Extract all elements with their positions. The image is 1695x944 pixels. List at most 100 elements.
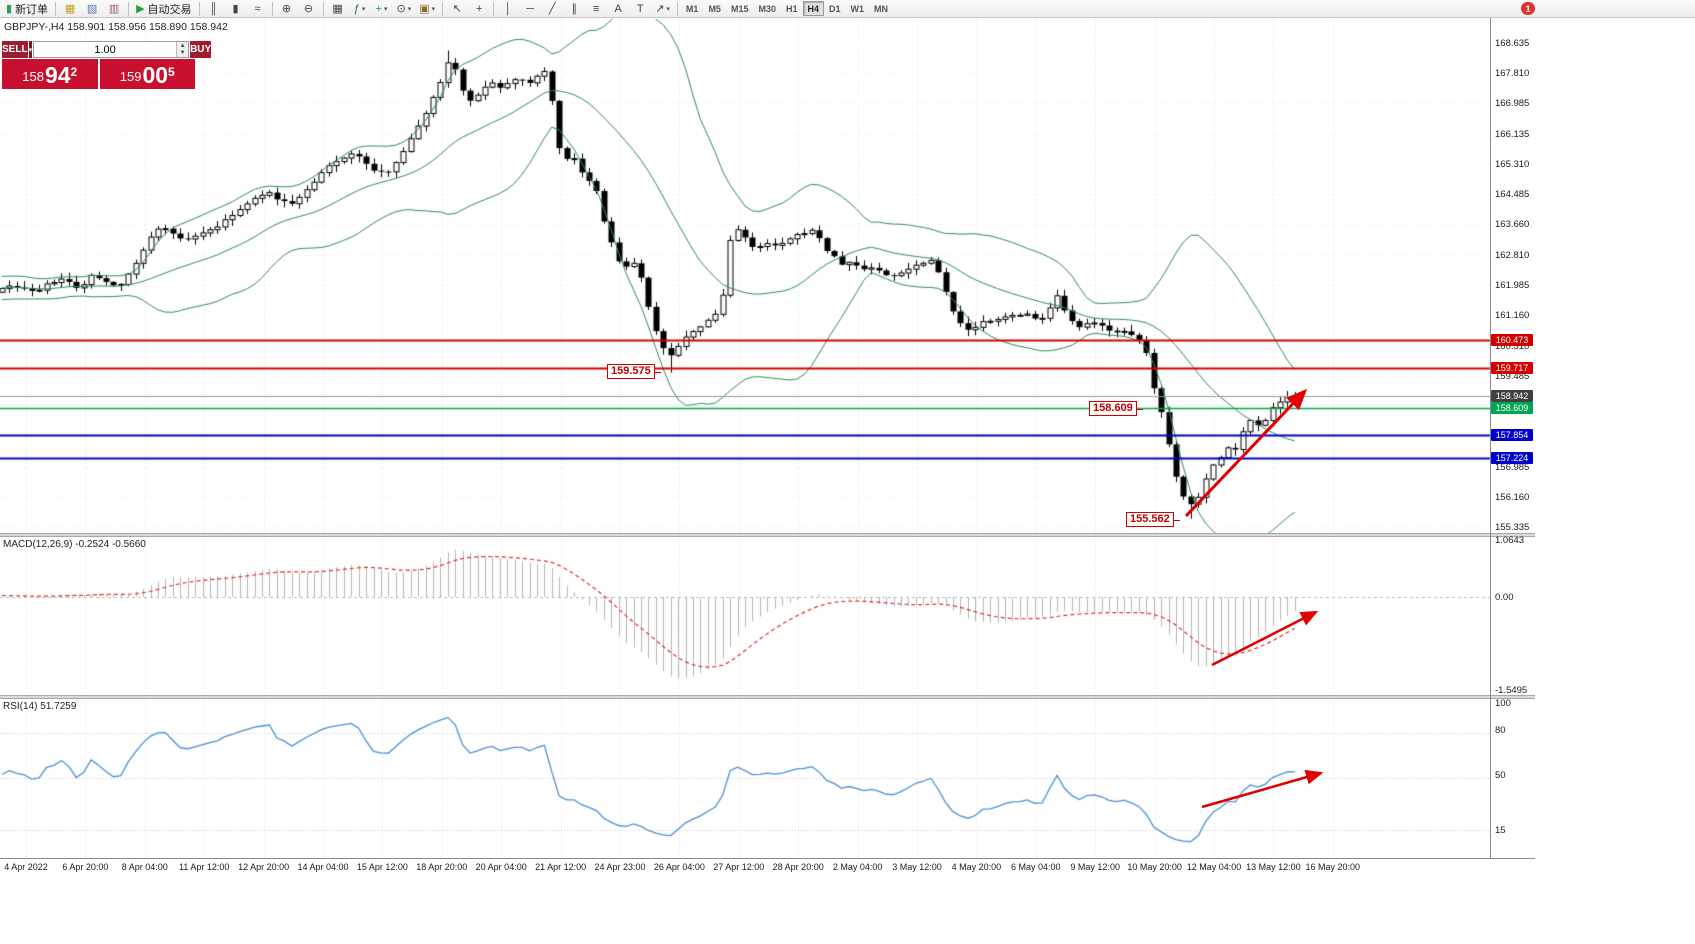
sell-price-display[interactable]: 158 94 2 xyxy=(2,59,98,89)
time-axis-label: 16 May 20:00 xyxy=(1305,862,1361,872)
time-axis[interactable]: 4 Apr 2022 6 Apr 20:00 8 Apr 04:00 11 Apr 1… xyxy=(0,858,1535,876)
timeframe-D1[interactable]: D1 xyxy=(829,3,841,14)
sell-dropdown-icon[interactable]: ▾ xyxy=(28,41,33,58)
buy-price-display[interactable]: 159 00 5 xyxy=(99,59,195,89)
time-axis-label: 18 Apr 20:00 xyxy=(416,862,468,872)
time-axis-label: 4 Apr 2022 xyxy=(4,862,48,872)
buy-price-prefix: 159 xyxy=(119,69,142,84)
cursor-button[interactable]: ↖ xyxy=(447,1,467,17)
time-axis-label: 4 May 20:00 xyxy=(951,862,1002,872)
price-annotation[interactable]: 155.562 xyxy=(1126,512,1180,527)
dropdown-arrow-icon: ▾ xyxy=(431,5,436,13)
panel-splitter[interactable] xyxy=(0,695,1535,699)
tile-windows-button[interactable]: ▦ xyxy=(328,1,348,17)
shapes-button[interactable]: ↗ ▾ xyxy=(652,1,673,17)
text-button[interactable]: A xyxy=(608,1,628,17)
volume-up-icon[interactable]: ▲ xyxy=(177,42,189,50)
timeframe-MN[interactable]: MN xyxy=(874,3,889,14)
dropdown-arrow-icon: ▾ xyxy=(666,5,670,13)
price-axis-label: 166.135 xyxy=(1495,128,1530,140)
toolbar-separator xyxy=(442,1,444,16)
navigator-icon: ▧ xyxy=(86,2,98,15)
price-axis-label: 156.160 xyxy=(1495,491,1530,503)
indicator-axis-label: 15 xyxy=(1495,825,1506,836)
price-annotation[interactable]: 158.609 xyxy=(1089,401,1143,416)
timeframe-W1[interactable]: W1 xyxy=(850,3,865,14)
channel-icon: ∥ xyxy=(571,2,577,15)
indicator-axis-label: -1.5495 xyxy=(1495,685,1528,696)
price-tag: 157.854 xyxy=(1491,429,1533,442)
channel-button[interactable]: ∥ xyxy=(564,1,584,17)
timeframe-M30[interactable]: M30 xyxy=(758,3,776,14)
price-axis-label: 161.985 xyxy=(1495,280,1530,291)
price-axis-border xyxy=(1490,18,1491,858)
dropdown-arrow-icon: ▾ xyxy=(407,5,412,13)
price-axis-label: 155.335 xyxy=(1495,522,1530,533)
price-axis-label: 163.660 xyxy=(1495,219,1530,231)
vertical-line-button[interactable]: │ xyxy=(498,1,518,17)
volume-down-icon[interactable]: ▼ xyxy=(177,49,189,57)
time-axis-label: 9 May 12:00 xyxy=(1070,862,1120,872)
one-click-trading-widget: SELL ▾ ▲ ▼ BUY 158 94 2 159 00 5 xyxy=(2,41,212,89)
sell-button[interactable]: SELL xyxy=(2,41,28,58)
volume-input[interactable] xyxy=(34,42,177,57)
template-button[interactable]: ▣ ▾ xyxy=(416,1,438,17)
terminal-icon: ▥ xyxy=(108,2,120,15)
fibonacci-icon: ≡ xyxy=(592,2,600,15)
price-tag: 158.609 xyxy=(1491,401,1533,414)
price-axis-label: 161.160 xyxy=(1495,310,1530,322)
bar-chart-button[interactable]: ║ xyxy=(204,1,224,17)
add-indicator-button[interactable]: + ▾ xyxy=(372,1,392,17)
add-indicator-icon: + xyxy=(375,2,382,15)
indicator-axis-label: 1.0643 xyxy=(1495,535,1525,546)
auto-trading-icon: ▶ xyxy=(136,2,145,15)
toolbar-separator xyxy=(198,1,200,16)
zoom-out-button[interactable]: ⊖ xyxy=(299,1,319,17)
zoom-in-button[interactable]: ⊕ xyxy=(277,1,297,17)
price-axis-label: 168.635 xyxy=(1495,38,1530,49)
navigator-button[interactable]: ▧ xyxy=(82,1,102,17)
time-axis-label: 20 Apr 04:00 xyxy=(475,862,527,872)
sell-price-sup: 2 xyxy=(70,65,78,79)
horizontal-line-icon: ─ xyxy=(526,2,535,15)
crosshair-button[interactable]: + xyxy=(469,1,489,17)
timeframe-M1[interactable]: M1 xyxy=(685,3,699,14)
price-axis-label: 164.485 xyxy=(1495,189,1530,201)
price-axis-label: 159.485 xyxy=(1495,370,1530,382)
timeframe-M15[interactable]: M15 xyxy=(730,3,749,14)
sell-price-big: 94 xyxy=(44,62,71,88)
time-axis-label: 21 Apr 12:00 xyxy=(535,862,587,872)
timeframe-H4[interactable]: H4 xyxy=(802,1,825,16)
time-axis-label: 26 Apr 04:00 xyxy=(653,862,705,872)
text-label-button[interactable]: T xyxy=(630,1,650,17)
indicators-button[interactable]: ƒ ▾ xyxy=(350,1,370,17)
trendline-icon: ╱ xyxy=(548,2,556,15)
horizontal-line-button[interactable]: ─ xyxy=(520,1,540,17)
line-chart-icon: ≈ xyxy=(254,2,261,15)
buy-price-sup: 5 xyxy=(168,65,175,79)
timeframe-H1[interactable]: H1 xyxy=(785,3,798,14)
indicator-axis-label: 80 xyxy=(1495,725,1506,736)
periods-button[interactable]: ⊙ ▾ xyxy=(394,1,415,17)
notification-badge[interactable]: 1 xyxy=(1521,2,1535,15)
price-annotation[interactable]: 159.575 xyxy=(607,364,661,379)
volume-spinner: ▲ ▼ xyxy=(176,42,189,57)
timeframe-M5[interactable]: M5 xyxy=(708,3,721,14)
new-order-icon: ▮ xyxy=(6,2,13,15)
auto-trading-button[interactable]: ▶ 自动交易 xyxy=(133,1,194,17)
terminal-button[interactable]: ▥ xyxy=(104,1,124,17)
market-watch-button[interactable]: ▦ xyxy=(60,1,80,17)
fibonacci-button[interactable]: ≡ xyxy=(586,1,606,17)
line-chart-button[interactable]: ≈ xyxy=(248,1,268,17)
macd-label: MACD(12,26,9) -0.2524 -0.5660 xyxy=(3,539,146,550)
panel-splitter[interactable] xyxy=(0,533,1535,537)
indicator-axis-label: 50 xyxy=(1495,770,1506,781)
price-tag: 158.942 xyxy=(1491,389,1533,402)
buy-button[interactable]: BUY xyxy=(190,41,212,58)
candlestick-chart-button[interactable]: ▮ xyxy=(226,1,246,17)
new-order-button[interactable]: ▮ 新订单 xyxy=(3,1,51,17)
trendline-button[interactable]: ╱ xyxy=(542,1,562,17)
bar-chart-icon: ║ xyxy=(209,2,218,15)
tile-windows-icon: ▦ xyxy=(332,2,343,15)
